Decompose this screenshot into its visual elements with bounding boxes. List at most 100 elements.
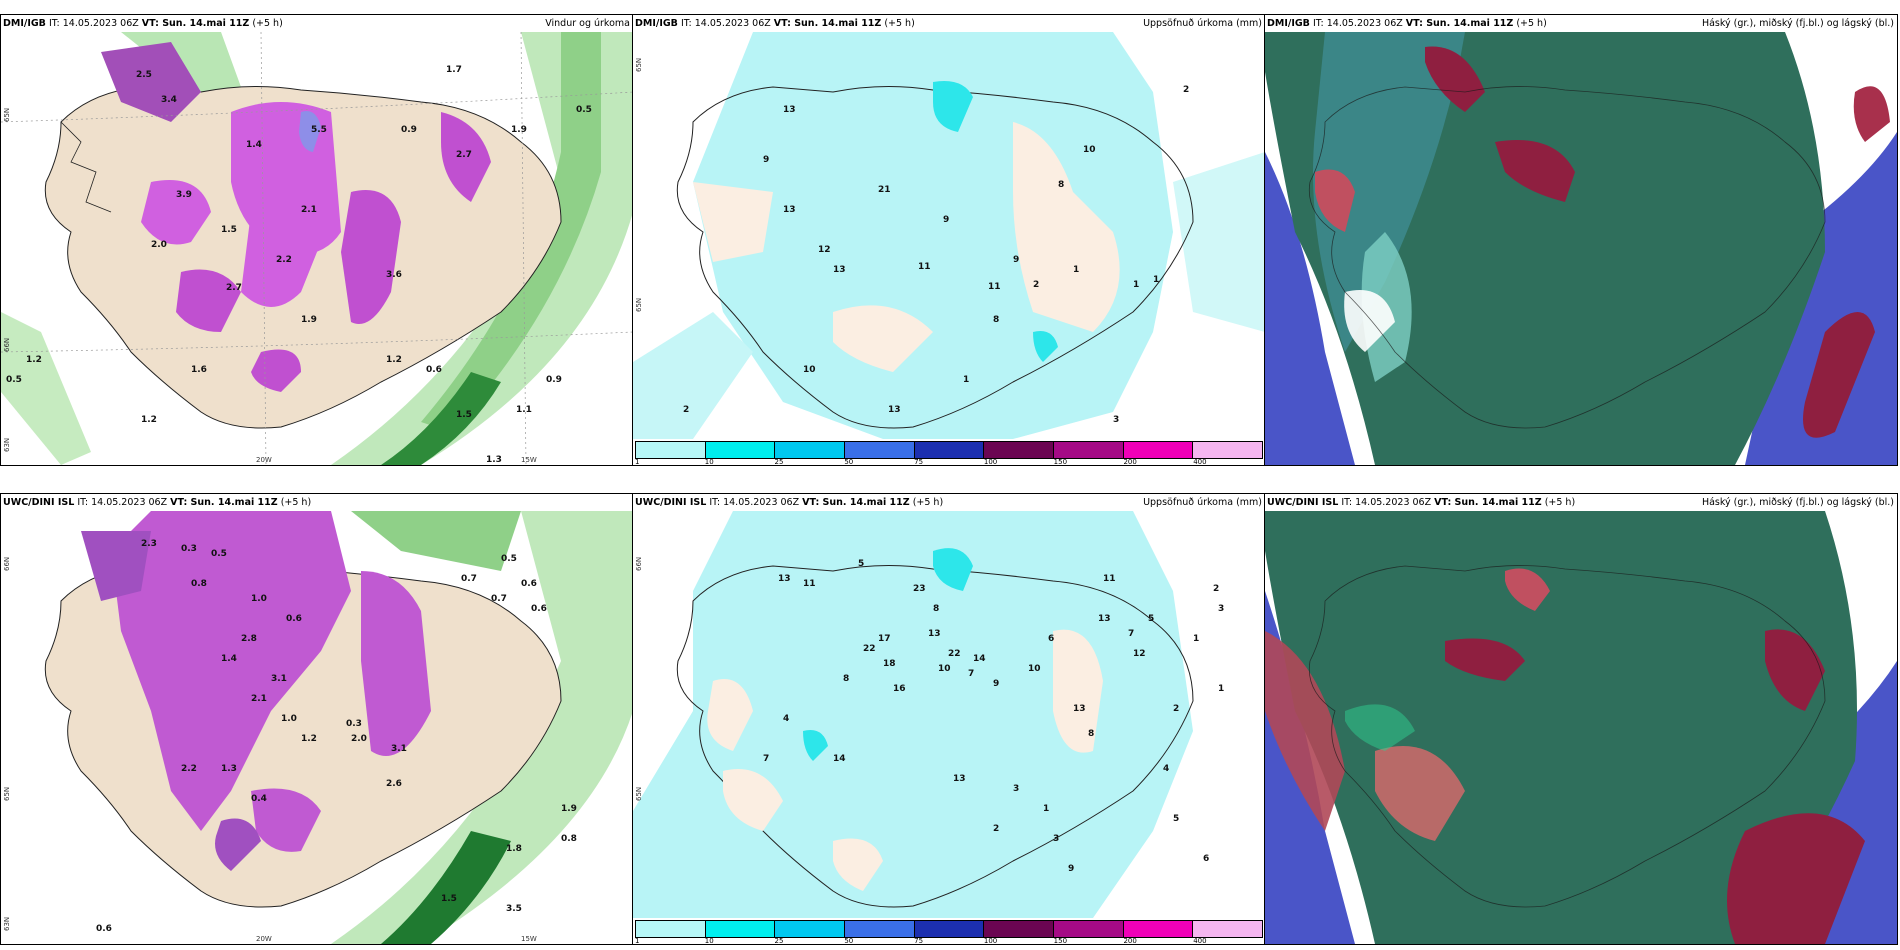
valid-time: VT: Sun. 14.mai 11Z [170,497,278,508]
value-label: 1.1 [516,405,532,415]
value-label: 13 [1073,704,1086,714]
valid-time: VT: Sun. 14.mai 11Z [802,497,910,508]
axis-label: 65N [635,58,643,72]
value-label: 2 [1183,85,1189,95]
value-label: 1.2 [26,355,42,365]
value-label: 7 [763,754,769,764]
colorbar-tick: 1 [635,458,640,466]
value-label: 1.9 [301,315,317,325]
value-label: 9 [943,215,949,225]
valid-time: VT: Sun. 14.mai 11Z [1434,497,1542,508]
value-label: 22 [863,644,876,654]
value-label: 1 [1218,684,1224,694]
map-clouds [1265,511,1897,944]
value-label: 18 [883,659,896,669]
panel-header: UWC/DINI ISL IT: 14.05.2023 06Z VT: Sun.… [1265,494,1897,511]
colorbar-tick: 400 [1193,937,1207,945]
value-label: 0.3 [181,544,197,554]
value-label: 3.1 [271,674,287,684]
panel-accum-precip-bottom: UWC/DINI ISL IT: 14.05.2023 06Z VT: Sun.… [632,493,1266,945]
map-accum-precip: 13 11 5 23 8 13 17 22 10 14 7 9 10 6 13 7 13 8 4 5 6 2 3 1 1 2 13 3… [633,511,1265,918]
value-label: 4 [1163,764,1169,774]
axis-label: 65N [635,298,643,312]
value-label: 10 [803,365,816,375]
colorbar-tick: 50 [844,458,854,466]
colorbar-cell [705,442,776,458]
value-label: 3 [1013,784,1019,794]
value-label: 2 [1173,704,1179,714]
axis-label: 66N [3,557,11,571]
colorbar-tick: 150 [1053,937,1068,945]
value-label: 8 [933,604,939,614]
value-label: 11 [1103,574,1116,584]
valid-time: VT: Sun. 14.mai 11Z [1405,18,1514,29]
value-label: 3.4 [161,95,177,105]
colorbar-tick: 25 [774,937,784,945]
value-label: 2.3 [141,539,157,549]
panel-wind-precip-top: DMI/IGB IT: 14.05.2023 06Z VT: Sun. 14.m… [0,14,634,466]
init-time: IT: 14.05.2023 06Z [1341,497,1432,508]
colorbar-cell [775,921,846,937]
value-label: 5 [1148,614,1154,624]
value-label: 8 [1058,180,1064,190]
colorbar-tick: 75 [914,458,924,466]
value-label: 0.6 [286,614,302,624]
value-label: 1 [963,375,969,385]
axis-label: 20W [256,456,272,464]
value-label: 13 [953,774,966,784]
value-label: 1.0 [281,714,297,724]
value-label: 16 [893,684,906,694]
value-label: 17 [878,634,891,644]
value-label: 7 [968,669,974,679]
colorbar-cell [1123,921,1194,937]
colorbar-tick: 1 [635,937,640,945]
value-label: 13 [783,105,796,115]
panel-title: Uppsöfnuð úrkoma (mm) [1143,18,1262,29]
value-label: 3 [1218,604,1224,614]
value-label: 11 [918,262,931,272]
panel-header: DMI/IGB IT: 14.05.2023 06Z VT: Sun. 14.m… [633,15,1265,32]
value-label: 1.2 [386,355,402,365]
panel-header: UWC/DINI ISL IT: 14.05.2023 06Z VT: Sun.… [633,494,1265,511]
colorbar-cell [984,921,1055,937]
init-time: IT: 14.05.2023 06Z [77,497,168,508]
value-label: 0.8 [191,579,207,589]
source-label: DMI/IGB [1267,18,1310,29]
value-label: 2.7 [226,283,242,293]
value-label: 0.5 [6,375,22,385]
colorbar-cell [1193,442,1263,458]
value-label: 0.5 [501,554,517,564]
source-label: DMI/IGB [3,18,46,29]
value-label: 9 [993,679,999,689]
value-label: 0.8 [561,834,577,844]
panel-title: Háský (gr.), miðský (fj.bl.) og lágský (… [1701,18,1894,29]
colorbar-cell [1054,442,1124,458]
value-label: 3.6 [386,270,402,280]
value-label: 0.6 [426,365,442,375]
value-label: 10 [1028,664,1041,674]
colorbar-cell [845,921,915,937]
value-label: 14 [973,654,986,664]
value-label: 0.9 [401,125,417,135]
colorbar-tick: 50 [844,937,854,945]
axis-label: 65N [3,108,11,122]
lead-time: (+5 h) [280,497,312,508]
value-label: 10 [938,664,951,674]
value-label: 5.5 [311,125,327,135]
value-label: 6 [1048,634,1054,644]
value-label: 2.0 [151,240,167,250]
value-label: 8 [843,674,849,684]
map-clouds [1265,32,1897,465]
value-label: 13 [1098,614,1111,624]
colorbar-cell [636,442,706,458]
panel-title: Uppsöfnuð úrkoma (mm) [1143,497,1262,508]
value-label: 2.8 [241,634,257,644]
colorbar-cell [775,442,846,458]
value-label: 1 [1073,265,1079,275]
value-label: 13 [888,405,901,415]
value-label: 22 [948,649,961,659]
value-label: 12 [1133,649,1146,659]
value-label: 1.9 [511,125,527,135]
value-label: 0.6 [96,924,112,934]
axis-label: 66N [635,557,643,571]
